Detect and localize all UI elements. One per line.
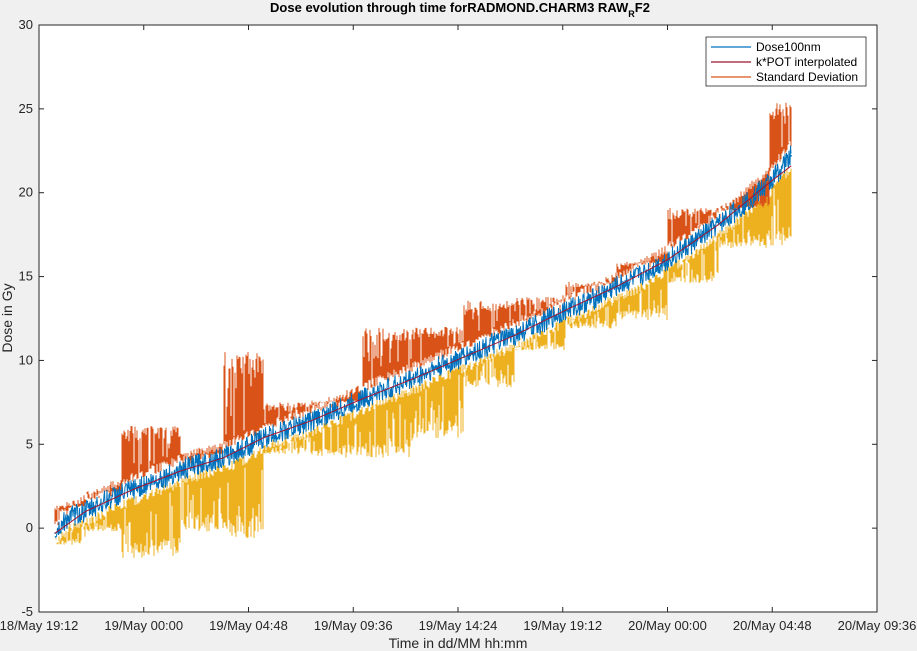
kpot-line (54, 165, 792, 534)
chart-title-tail: F2 (635, 0, 650, 15)
y-tick-label: 20 (19, 185, 33, 200)
dose100nm-point (106, 498, 109, 501)
x-axis-label: Time in dd/MM hh:mm (389, 635, 528, 651)
y-tick-label: 5 (26, 436, 33, 451)
y-tick-label: 25 (19, 101, 33, 116)
chart-title: Dose evolution through time forRADMOND.C… (270, 0, 650, 19)
dose100nm-point (201, 461, 203, 464)
y-tick-label: -5 (21, 604, 33, 619)
dose100nm-point (790, 155, 792, 157)
x-tick-label: 18/May 19:12 (0, 618, 78, 633)
x-tick-label: 19/May 00:00 (104, 618, 183, 633)
x-tick-label: 20/May 09:36 (838, 618, 917, 633)
chart-title-subscript: R (628, 9, 635, 19)
x-tick-label: 19/May 14:24 (419, 618, 498, 633)
x-tick-label: 20/May 04:48 (733, 618, 812, 633)
dose100nm-line (54, 145, 792, 538)
y-axis-ticks: -5 0 5 10 15 20 25 30 (19, 17, 877, 619)
dose100nm-point (641, 274, 643, 276)
legend-label: k*POT interpolated (756, 55, 857, 69)
y-axis-label: Dose in Gy (0, 283, 15, 352)
chart-title-main: Dose evolution through time forRADMOND.C… (270, 0, 629, 15)
std-deviation-upper-band (54, 102, 792, 526)
y-tick-label: 15 (19, 269, 33, 284)
y-tick-label: 10 (19, 352, 33, 367)
dose100nm-point (590, 299, 592, 301)
dose100nm-point (66, 517, 69, 519)
x-tick-label: 20/May 00:00 (628, 618, 707, 633)
legend-label: Standard Deviation (756, 70, 858, 84)
x-tick-label: 19/May 09:36 (314, 618, 393, 633)
x-axis-ticks: 18/May 19:12 19/May 00:00 19/May 04:48 19/M… (0, 25, 916, 633)
x-tick-label: 19/May 19:12 (523, 618, 602, 633)
std-deviation-layer (54, 102, 792, 558)
y-tick-label: 30 (19, 17, 33, 32)
std-deviation-lower-band (54, 168, 792, 558)
x-tick-label: 19/May 04:48 (209, 618, 288, 633)
legend-label: Dose100nm (756, 40, 821, 54)
y-tick-label: 0 (26, 520, 33, 535)
kpot-layer (54, 165, 792, 534)
